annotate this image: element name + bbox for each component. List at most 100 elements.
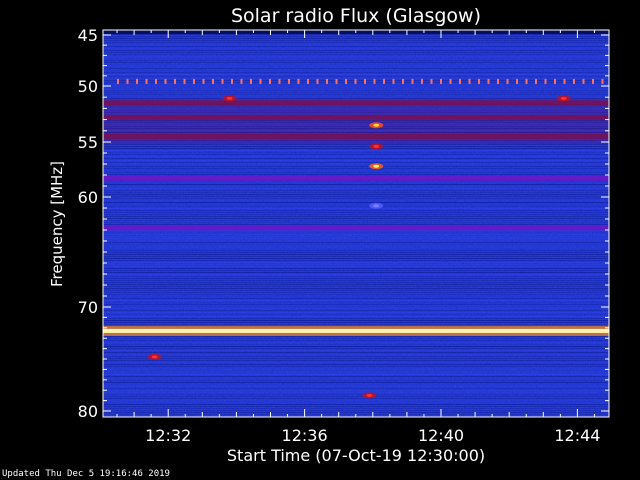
periodic-spike [345,78,347,84]
spectrogram-row [103,114,609,115]
spectrogram-row [103,144,609,145]
periodic-spike [316,78,319,84]
spectrogram-row [103,154,609,155]
periodic-spike [544,78,547,84]
spectrogram-row [103,252,609,253]
spectrogram-row [103,230,609,231]
spectrogram-row [103,358,609,359]
spectrogram-row [103,158,609,159]
spectrogram-row [103,350,609,351]
spectrogram-row [103,234,609,235]
periodic-spike [250,78,252,84]
spectrogram-row [103,260,609,261]
periodic-spike [430,78,433,84]
spectrogram-row [103,290,609,291]
spectrogram-row [103,182,609,183]
spectrogram-row [103,164,609,165]
spectrogram-row [103,130,609,131]
periodic-spike [373,78,376,84]
update-timestamp: Updated Thu Dec 5 19:16:46 2019 [2,469,170,479]
spectrogram-row [103,304,609,305]
periodic-spike [136,78,138,84]
periodic-spike [383,78,385,84]
spectrogram-row [103,362,609,363]
spectrogram-row [103,188,609,189]
burst-core [373,144,380,148]
burst-core [373,164,380,168]
spectrogram-row [103,52,609,53]
periodic-spike [278,78,281,84]
spectrogram-row [103,272,609,273]
spectrogram-row [103,166,609,167]
spectrogram-row [103,380,609,381]
spectrogram-row [103,314,609,315]
periodic-spike [183,78,186,84]
spectrogram-row [103,66,609,67]
spectrogram-row [103,292,609,293]
spectrogram-row [103,160,609,161]
spectrogram-row [103,382,609,383]
chart-title: Solar radio Flux (Glasgow) [231,5,481,27]
spectrogram-row [103,110,609,111]
spectrogram-row [103,148,609,149]
periodic-spike [468,78,471,84]
periodic-spike [402,78,404,84]
periodic-spike [573,78,575,84]
spectrogram-row [103,258,609,259]
periodic-spike [478,78,480,84]
spectrogram-row [103,378,609,379]
periodic-spike [221,78,224,84]
x-axis-label: Start Time (07-Oct-19 12:30:00) [227,446,485,465]
spectrogram-row [103,284,609,285]
emission-band [103,175,609,181]
periodic-spike [421,78,423,84]
y-axis: 45 50 55 60 70 80 [78,26,609,421]
spectrogram-row [103,140,609,141]
periodic-spike [288,78,290,84]
red-tint-zone [103,99,609,145]
spectrogram-row [103,124,609,125]
spectrogram-row [103,266,609,267]
spectrogram-row [103,282,609,283]
burst-core [373,204,380,208]
periodic-spike [440,78,442,84]
spectrogram-row [103,366,609,367]
spectrogram-row [103,60,609,61]
spectrogram-row [103,74,609,75]
spectrogram-row [103,400,609,401]
x-tick-label: 12:40 [418,426,464,445]
x-tick-label: 12:32 [145,426,191,445]
spectrogram-row [103,202,609,203]
spectrogram-row [103,396,609,397]
spectrogram-row [103,86,609,87]
spectrogram-row [103,342,609,343]
spectrogram-row [103,204,609,205]
spectrogram-row [103,172,609,173]
spectrogram-row [103,42,609,43]
spectrogram-row [103,238,609,239]
periodic-spike [259,78,262,84]
periodic-spike [354,78,357,84]
spectrogram-row [103,256,609,257]
spectrogram-row [103,170,609,171]
spectrogram-row [103,126,609,127]
spectrogram-row [103,410,609,411]
spectrogram-row [103,322,609,323]
spectrogram-row [103,270,609,271]
burst-core [560,96,567,100]
periodic-spike [231,78,233,84]
spectrogram-row [103,198,609,199]
spectrogram-row [103,348,609,349]
spectrogram-row [103,184,609,185]
emission-band [103,225,609,231]
spectrogram-row [103,48,609,49]
spectrogram-row [103,152,609,153]
spectrogram-row [103,276,609,277]
spectrogram-row [103,262,609,263]
periodic-spike [145,78,148,84]
emission-bands [103,78,609,336]
burst-core [151,355,158,359]
periodic-spike [535,78,537,84]
spectrogram-row [103,150,609,151]
